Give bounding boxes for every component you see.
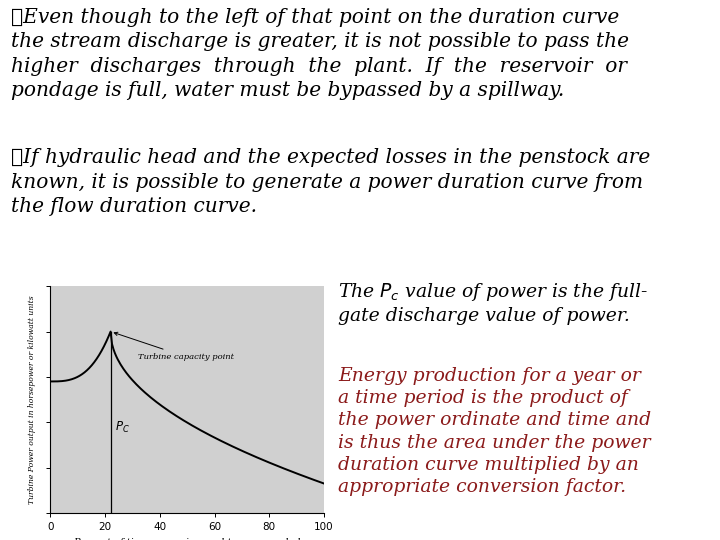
X-axis label: Percent of time power is equal to or exceeded: Percent of time power is equal to or exc… bbox=[73, 538, 301, 540]
Text: Energy production for a year or
a time period is the product of
the power ordina: Energy production for a year or a time p… bbox=[338, 367, 652, 496]
Text: Turbine capacity point: Turbine capacity point bbox=[114, 332, 234, 361]
Text: The $P_c$ value of power is the full-
gate discharge value of power.: The $P_c$ value of power is the full- ga… bbox=[338, 281, 649, 325]
Text: ➢If hydraulic head and the expected losses in the penstock are
known, it is poss: ➢If hydraulic head and the expected loss… bbox=[11, 148, 650, 216]
Text: $P_C$: $P_C$ bbox=[114, 420, 130, 435]
Y-axis label: Turbine Power output in horsepower or kilowatt units: Turbine Power output in horsepower or ki… bbox=[28, 295, 36, 504]
Text: ➢Even though to the left of that point on the duration curve
the stream discharg: ➢Even though to the left of that point o… bbox=[11, 8, 629, 100]
